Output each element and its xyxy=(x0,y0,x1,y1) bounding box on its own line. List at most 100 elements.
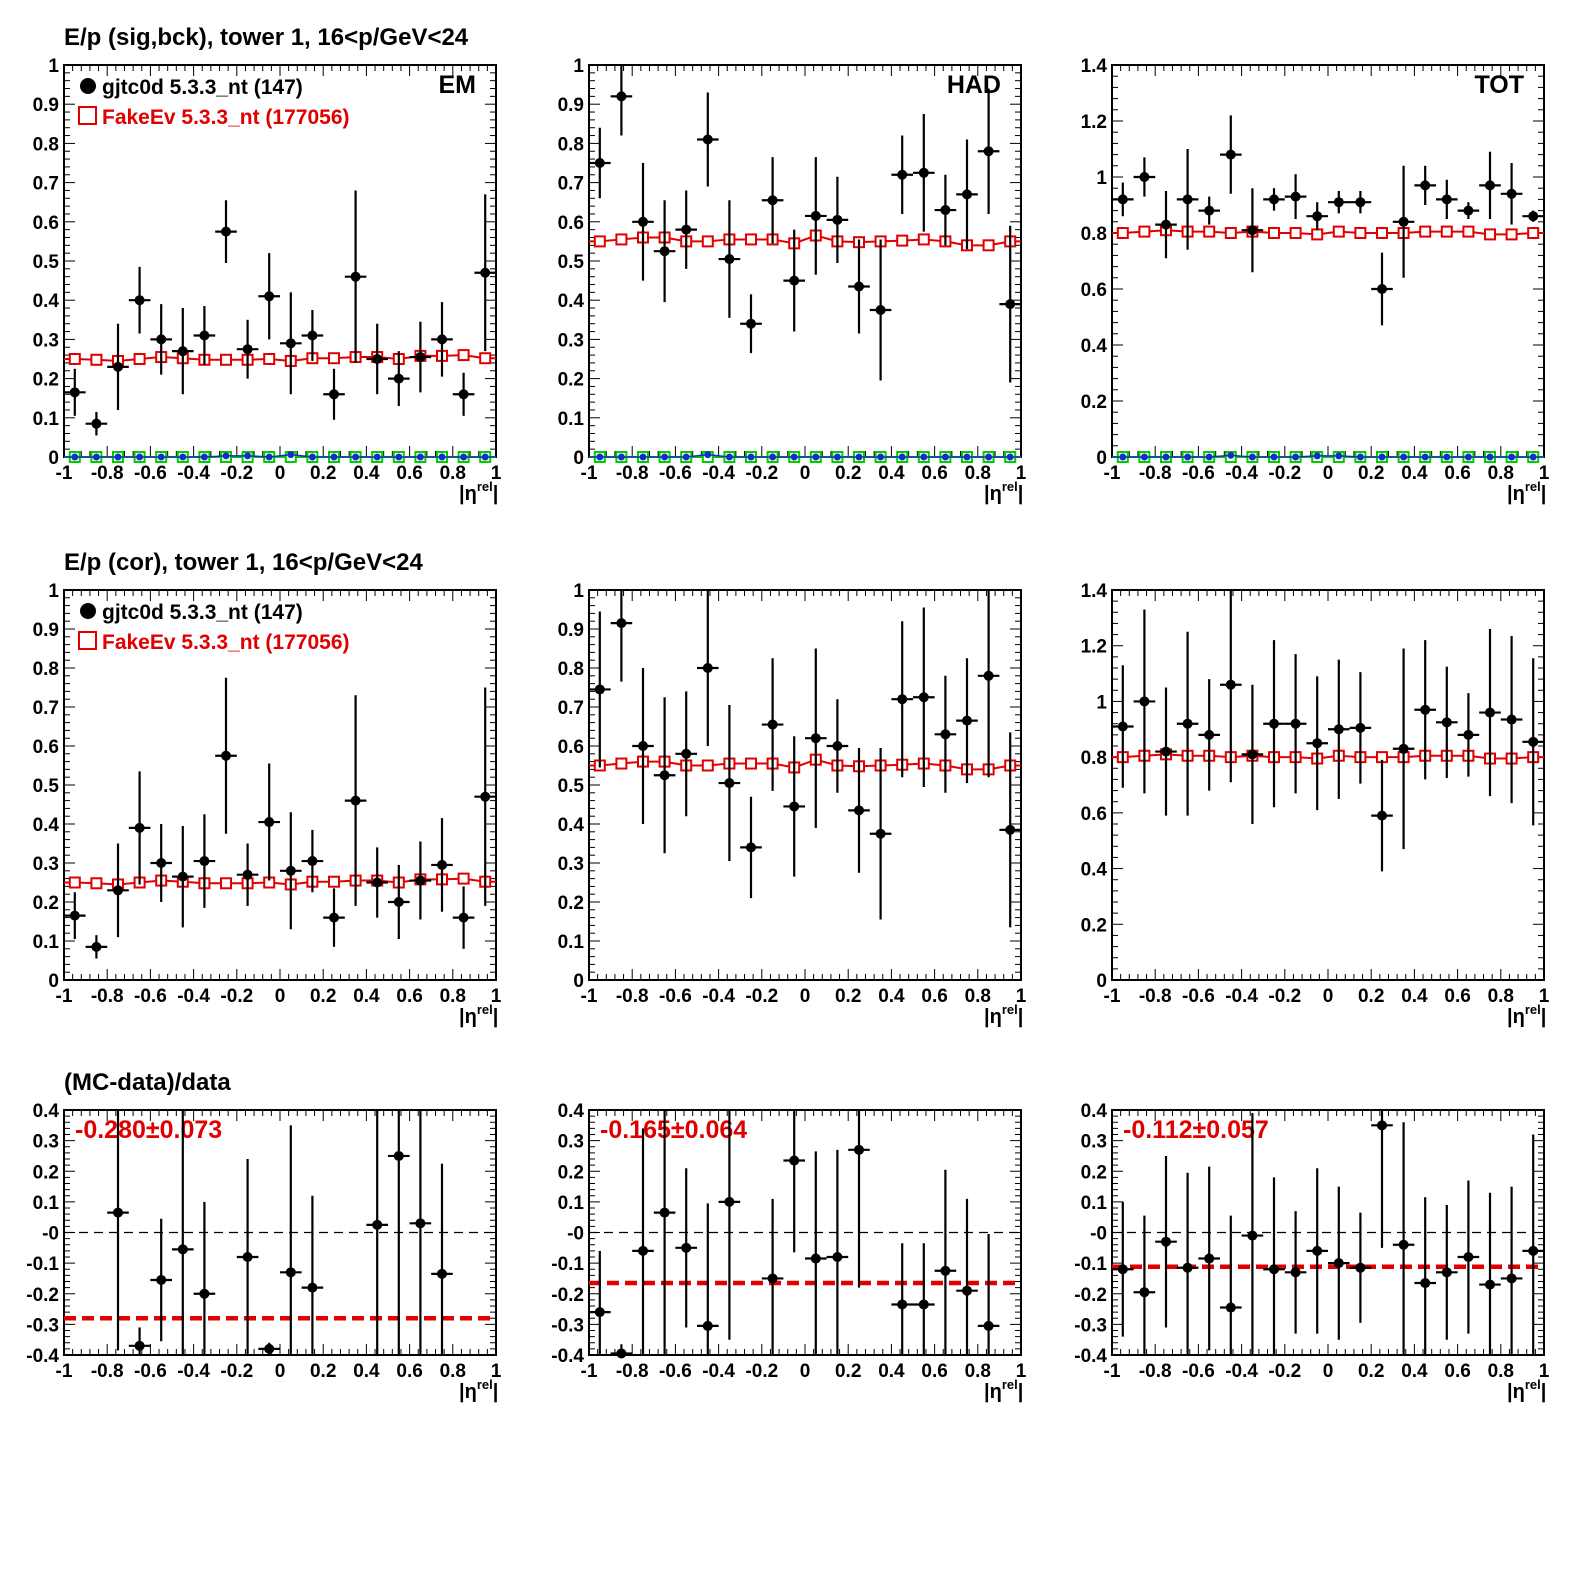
x-axis-label-end: | xyxy=(493,1006,499,1028)
y-tick-label: 1.4 xyxy=(1081,56,1108,77)
data-point xyxy=(659,246,670,257)
mc-point xyxy=(745,757,757,770)
data-point xyxy=(962,189,972,200)
data-point xyxy=(962,1285,972,1296)
data-point xyxy=(1441,717,1452,728)
y-tick-label: -0.1 xyxy=(551,1254,584,1275)
x-tick-label: 1 xyxy=(491,986,502,1007)
blue-point xyxy=(985,453,993,461)
x-tick-label: 0 xyxy=(275,1361,286,1382)
data-point xyxy=(156,858,167,868)
mc-point xyxy=(1419,225,1432,238)
x-tick-label: 0.6 xyxy=(396,986,422,1007)
x-tick-label: -1 xyxy=(581,463,598,484)
blue-point xyxy=(898,453,906,461)
blue-point xyxy=(373,453,381,461)
data-point xyxy=(832,741,843,751)
x-tick-label: 0.4 xyxy=(878,1361,905,1382)
data-point xyxy=(134,295,145,306)
data-point xyxy=(832,214,843,225)
y-tick-label: 0.3 xyxy=(33,1132,59,1153)
x-tick-label: 0.6 xyxy=(921,1361,947,1382)
mc-point xyxy=(328,352,340,365)
data-point xyxy=(199,1288,210,1299)
y-tick-label: -0.4 xyxy=(26,1346,59,1367)
data-point xyxy=(918,1299,929,1310)
blue-point xyxy=(1184,453,1192,461)
panel-corner-label: TOT xyxy=(1474,71,1524,99)
data-point xyxy=(789,801,800,812)
blue-point xyxy=(1162,453,1170,461)
blue-point xyxy=(71,453,79,461)
y-tick-label: 0.8 xyxy=(33,659,59,680)
mc-series-line xyxy=(1112,229,1544,236)
data-point xyxy=(91,418,102,429)
y-tick-label: 1 xyxy=(573,581,584,602)
data-point xyxy=(113,1207,123,1218)
y-tick-label: 0.1 xyxy=(558,409,585,430)
y-tick-label: 0.1 xyxy=(558,1193,585,1214)
data-point xyxy=(810,733,821,744)
x-axis-label-base: |η xyxy=(984,483,1002,505)
panel-title: E/p (cor), tower 1, 16<p/GeV<24 xyxy=(64,549,423,576)
mc-point xyxy=(1289,227,1302,239)
x-tick-label: -1 xyxy=(581,986,598,1007)
x-axis-label: |ηrel| xyxy=(1507,1002,1546,1028)
y-tick-label: 0.7 xyxy=(33,174,59,195)
blue-point xyxy=(352,453,360,461)
x-axis-label-sup: rel xyxy=(1525,479,1541,494)
mc-point xyxy=(1138,225,1151,238)
data-point xyxy=(307,856,318,867)
data-point xyxy=(285,338,296,349)
data-point xyxy=(1485,180,1495,191)
mc-point xyxy=(615,757,628,770)
mc-point xyxy=(1116,227,1129,239)
data-point xyxy=(458,389,469,400)
legend-marker-data xyxy=(80,603,96,619)
mc-series-line xyxy=(589,234,1021,247)
x-axis-label-base: |η xyxy=(1507,1006,1525,1028)
x-axis-label-end: | xyxy=(1541,483,1547,505)
mc-point xyxy=(1268,227,1280,239)
y-tick-label: 0 xyxy=(573,971,584,992)
data-point xyxy=(1333,1258,1344,1269)
data-point xyxy=(1182,1262,1193,1273)
data-point xyxy=(1312,211,1323,222)
mc-point xyxy=(615,233,628,246)
data-point xyxy=(1463,1252,1474,1262)
data-point xyxy=(1485,1279,1495,1290)
plot-frame xyxy=(588,589,1022,981)
x-tick-label: -0.8 xyxy=(616,986,649,1007)
data-point xyxy=(875,828,886,839)
blue-point xyxy=(661,453,669,461)
data-point xyxy=(659,1207,670,1218)
data-point xyxy=(940,1265,951,1276)
x-tick-label: -0.2 xyxy=(1268,463,1301,484)
x-axis-label-end: | xyxy=(493,1381,499,1403)
data-point xyxy=(199,856,210,867)
blue-point xyxy=(1006,453,1014,461)
data-point xyxy=(983,670,994,681)
blue-point xyxy=(617,453,625,461)
data-point xyxy=(480,267,491,278)
blue-point xyxy=(920,453,928,461)
x-tick-label: -1 xyxy=(56,1361,73,1382)
data-point xyxy=(1161,1236,1171,1247)
data-point xyxy=(113,361,123,372)
y-tick-label: 1 xyxy=(573,56,584,77)
data-point xyxy=(1312,738,1323,749)
y-tick-label: -0.1 xyxy=(26,1254,59,1275)
y-tick-label: 0.4 xyxy=(1081,336,1108,357)
x-tick-label: 0.8 xyxy=(440,986,466,1007)
y-tick-label: 0.2 xyxy=(558,370,584,391)
legend-label-mc: FakeEv 5.3.3_nt (177056) xyxy=(102,106,350,129)
y-tick-label: 0.3 xyxy=(1081,1132,1107,1153)
data-point xyxy=(91,941,102,952)
x-tick-label: -0.4 xyxy=(1225,463,1258,484)
mc-point xyxy=(917,233,930,246)
data-point xyxy=(940,729,951,740)
data-point xyxy=(458,912,469,923)
x-tick-label: 0.4 xyxy=(353,463,380,484)
data-point xyxy=(437,859,447,870)
data-point xyxy=(1441,194,1452,205)
